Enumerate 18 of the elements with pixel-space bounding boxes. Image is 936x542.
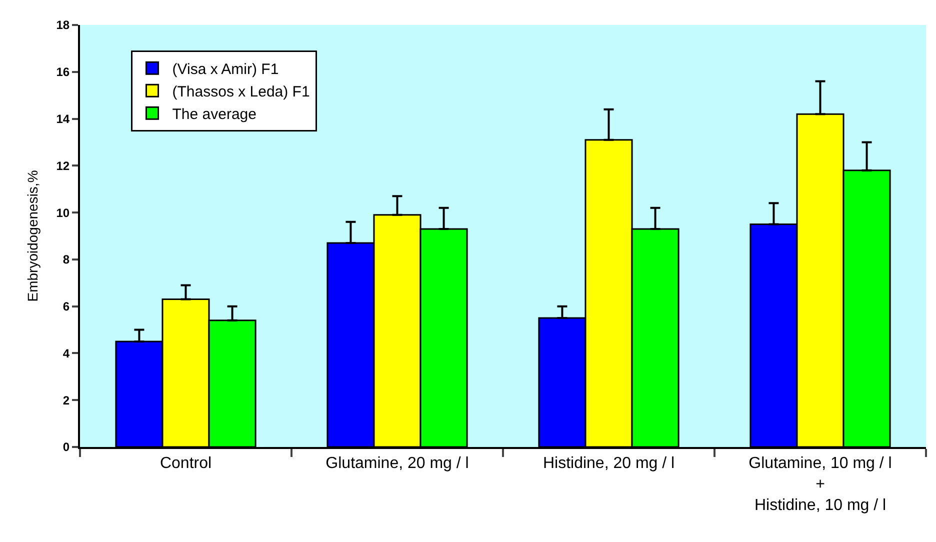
y-tick-label: 10 [56, 206, 70, 220]
legend-label: The average [172, 106, 256, 123]
legend-label: (Thassos x Leda) F1 [172, 83, 310, 100]
y-tick-label: 12 [56, 158, 70, 173]
y-tick-label: 8 [62, 252, 70, 267]
x-tick-label: Glutamine, 10 mg / l + Histidine, 10 mg / l [748, 455, 892, 514]
x-tick-label: Control [160, 455, 212, 472]
y-axis-title: Embryoidogenesis,% [24, 170, 40, 302]
y-tick-label: 4 [62, 346, 70, 360]
y-tick-label: 0 [62, 440, 70, 454]
y-tick-label: 2 [62, 393, 70, 408]
y-tick-label: 14 [56, 112, 70, 126]
x-tick-label: Histidine, 20 mg / l [542, 455, 675, 472]
legend-label: (Visa x Amir) F1 [172, 60, 279, 78]
y-tick-label: 18 [56, 18, 70, 32]
y-tick-label: 16 [56, 65, 70, 80]
y-tick-label: 6 [62, 300, 70, 314]
x-tick-label: Glutamine, 20 mg / l [326, 455, 469, 472]
